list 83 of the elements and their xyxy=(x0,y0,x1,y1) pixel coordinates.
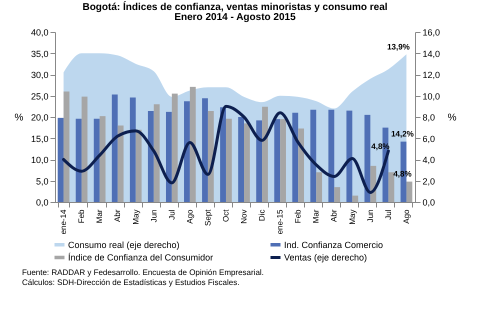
text: Cálculos: SDH-Dirección de Estadísticas y Estudios Fiscales. xyxy=(22,278,240,288)
data-label: 4,8% xyxy=(393,170,412,179)
y2-tick-label: 10,0 xyxy=(422,91,440,102)
x-tick-label: May xyxy=(131,210,140,225)
x-tick-label: Feb xyxy=(294,208,303,224)
y-tick-label: 15,0 xyxy=(30,134,48,144)
x-tick-label: ene-14 xyxy=(59,208,68,234)
bar xyxy=(346,110,352,202)
x-tick-label: Jun xyxy=(366,210,375,222)
bar xyxy=(82,96,88,202)
y-tick-label: 5,0 xyxy=(36,176,48,186)
x-tick-label: Dic xyxy=(258,210,267,222)
x-tick-label: Feb xyxy=(77,208,86,224)
bar xyxy=(226,118,232,202)
data-label: 4,8% xyxy=(371,142,390,151)
legend-label: Consumo real (eje derecho) xyxy=(68,240,180,250)
x-tick-label: Abr xyxy=(113,209,122,222)
line-series xyxy=(62,104,390,194)
y-tick-label: 35,0 xyxy=(30,48,48,59)
bar xyxy=(406,182,412,202)
x-tick-label: Ago xyxy=(402,208,411,224)
bar xyxy=(274,119,280,202)
bar xyxy=(256,120,262,202)
x-tick-label: Jul xyxy=(167,209,176,220)
data-label: 14,2% xyxy=(391,130,414,139)
x-tick-label: Mar xyxy=(95,209,104,224)
bar xyxy=(298,128,304,202)
x-tick-label: Jul xyxy=(384,209,393,220)
source-note: Fuente: RADDAR y Fedesarrollo. Encuesta de Opinión Empresarial. xyxy=(22,268,265,278)
bar xyxy=(364,114,370,202)
y2-tick-label: 2,0 xyxy=(422,176,436,186)
bar xyxy=(238,117,244,202)
bar xyxy=(58,118,64,202)
y2-tick-label: 12,0 xyxy=(422,70,440,80)
y-tick-label: 10,0 xyxy=(30,155,48,165)
y2-tick-label: 16,0 xyxy=(422,28,440,38)
bar xyxy=(64,92,70,202)
y2-axis-title: % xyxy=(448,112,457,124)
y2-tick-label: 4,0 xyxy=(422,155,436,165)
bar xyxy=(148,111,154,202)
y-tick-label: 25,0 xyxy=(30,91,48,102)
y2-tick-label: 14,0 xyxy=(422,48,440,59)
bar xyxy=(316,172,322,202)
y-tick-label: 40,0 xyxy=(30,28,48,38)
legend-label: Ind. Confianza Comercio xyxy=(284,240,384,250)
y-tick-label: 0,0 xyxy=(36,198,48,208)
bar xyxy=(190,86,196,202)
legend-label: Ventas (eje derecho) xyxy=(284,252,368,262)
bar xyxy=(220,107,226,202)
bar xyxy=(184,101,190,202)
y-tick-label: 20,0 xyxy=(30,112,48,122)
x-tick-label: ene-15 xyxy=(276,208,285,234)
x-tick-label: Jun xyxy=(149,210,158,222)
bar xyxy=(118,126,124,202)
bar xyxy=(244,123,250,202)
bar xyxy=(112,94,118,202)
bar xyxy=(280,119,286,202)
bar xyxy=(166,112,172,202)
x-tick-label: Mar xyxy=(312,209,321,224)
chart-title: Bogotá: Índices de confianza, ventas minoristas y consumo real xyxy=(82,1,388,13)
y-axis-title: % xyxy=(14,112,24,124)
bar xyxy=(76,118,82,202)
x-tick-label: Abr xyxy=(330,209,339,222)
x-tick-label: May xyxy=(348,210,357,225)
bar xyxy=(352,196,358,202)
data-label: 13,9% xyxy=(387,42,410,52)
bar xyxy=(262,106,268,202)
chart-subtitle: Enero 2014 - Agosto 2015 xyxy=(174,12,296,23)
y2-tick-label: 8,0 xyxy=(422,112,436,122)
x-tick-label: Sept xyxy=(203,208,212,226)
bar xyxy=(100,116,106,202)
bar xyxy=(388,172,394,202)
y-tick-label: 30,0 xyxy=(30,70,48,80)
bar xyxy=(202,98,208,202)
bar xyxy=(334,187,340,202)
x-tick-label: Ago xyxy=(185,208,194,224)
legend-label: Índice de Confianza del Consumidor xyxy=(68,252,214,262)
y2-tick-label: 6,0 xyxy=(422,134,436,144)
bar xyxy=(328,110,334,202)
x-tick-label: Oct xyxy=(221,208,230,222)
y2-tick-label: 0,0 xyxy=(422,198,436,208)
x-tick-label: Nov xyxy=(240,210,249,224)
bar xyxy=(130,97,136,202)
